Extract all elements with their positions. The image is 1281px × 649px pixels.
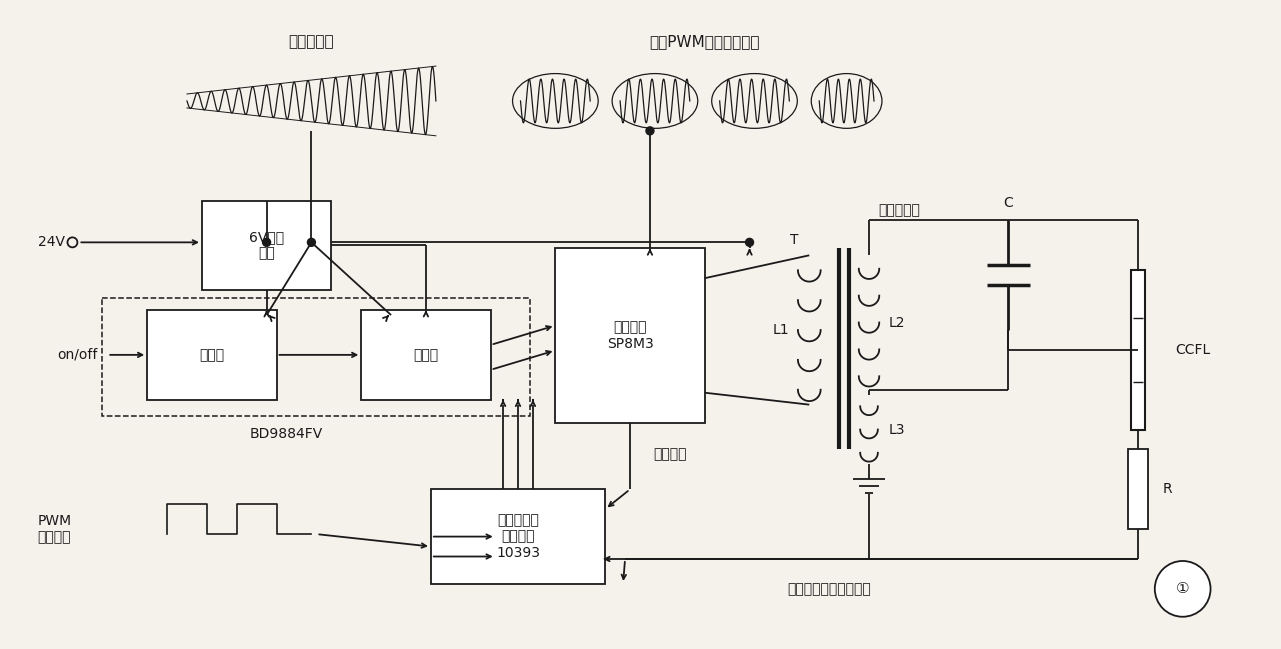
Text: 振荡器: 振荡器: [200, 348, 224, 362]
Text: ①: ①: [1176, 582, 1190, 596]
Bar: [1131, 270, 1145, 430]
Text: L2: L2: [889, 315, 906, 330]
Text: 功率输出
SP8M3: 功率输出 SP8M3: [607, 321, 653, 350]
Text: R: R: [1163, 482, 1172, 496]
Bar: [1127, 450, 1148, 529]
Text: on/off: on/off: [58, 348, 97, 362]
Text: 过压、过流
保护检测
10393: 过压、过流 保护检测 10393: [496, 513, 541, 560]
Circle shape: [746, 238, 753, 247]
Circle shape: [307, 238, 315, 247]
Text: C: C: [1003, 195, 1013, 210]
Circle shape: [263, 238, 270, 247]
Circle shape: [646, 127, 653, 135]
Text: BD9884FV: BD9884FV: [250, 426, 323, 441]
Bar: [361, 310, 491, 400]
Circle shape: [1154, 561, 1211, 617]
Text: L3: L3: [889, 422, 906, 437]
Text: L1: L1: [772, 323, 789, 337]
Text: 灯管工作电流取样反馈: 灯管工作电流取样反馈: [788, 582, 871, 596]
Bar: [202, 201, 332, 290]
Bar: [556, 249, 705, 422]
Bar: [102, 298, 530, 415]
Text: 连续振荡波: 连续振荡波: [288, 34, 334, 49]
Text: 电压取样: 电压取样: [653, 447, 687, 461]
Text: CCFL: CCFL: [1175, 343, 1211, 357]
Bar: [147, 310, 277, 400]
Text: 经过PWM调制后的波形: 经过PWM调制后的波形: [649, 34, 760, 49]
Text: 6V稳压
电路: 6V稳压 电路: [249, 230, 284, 260]
Bar: [430, 489, 605, 584]
Text: 调制器: 调制器: [414, 348, 438, 362]
Text: T: T: [790, 234, 798, 247]
Text: 24V: 24V: [37, 236, 64, 249]
Text: PWM
亮度控制: PWM 亮度控制: [37, 514, 72, 545]
Text: 高压变压器: 高压变压器: [877, 204, 920, 217]
